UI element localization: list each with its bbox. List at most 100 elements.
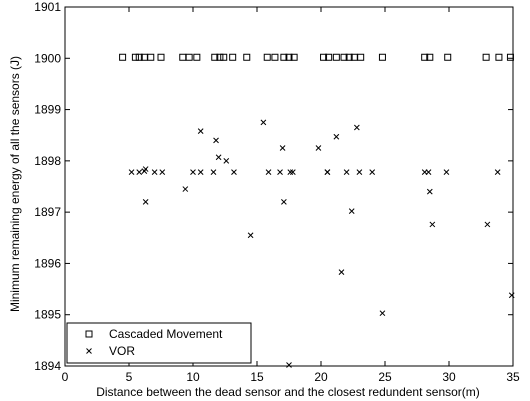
vor-point [429,221,436,228]
vor-point [142,199,149,205]
y-axis-label: Minimum remaining energy of all the sens… [8,56,22,312]
vor-point [213,137,219,144]
y-tick-label: 1894 [34,359,61,373]
vor-point [443,169,450,175]
vor-point [265,169,272,175]
tick-labels: 0 5 10 15 20 25 30 35 1894 1895 1896 1897 1898 1899 19… [34,0,520,384]
cascaded-movement-point [320,53,328,61]
cascaded-movement-point [119,53,127,61]
y-tick-label: 1895 [34,308,61,322]
x-tick-label: 35 [506,370,520,384]
legend-label-cascaded-movement: Cascaded Movement [109,327,223,341]
vor-point [353,124,360,131]
cascaded-movement-point [216,53,224,61]
vor-point [289,169,296,175]
vor-point [286,362,292,368]
cascaded-movement-point [263,53,271,61]
x-tick-label: 20 [314,370,328,384]
plot-frame [64,6,514,367]
vor-point [247,232,254,239]
cascaded-movement-point [325,53,333,61]
cascaded-movement-point [482,53,490,61]
legend: Cascaded Movement VOR [66,322,252,364]
legend-marker-cascaded-movement [85,330,93,338]
vor-point [338,269,345,276]
cascaded-movement-point [135,53,143,61]
vor-point [343,169,350,175]
vor-point [136,169,143,175]
vor-point [315,145,322,151]
cascaded-movement-point [345,53,353,61]
cascaded-movement-point [444,53,452,61]
vor-point [231,169,237,175]
x-axis-label: Distance between the dead sensor and the… [96,385,480,399]
cascaded-movement-point [193,53,201,61]
vor-point [182,186,189,192]
y-tick-label: 1897 [34,205,61,219]
cascaded-movement-point [426,53,434,61]
cascaded-movement-point [220,53,228,61]
vor-point [356,169,363,175]
vor-point [159,169,166,175]
cascaded-movement-point [340,53,348,61]
y-tick-label: 1900 [34,51,61,65]
vor-point [426,188,433,195]
x-tick-label: 30 [442,370,456,384]
cascaded-movement-point [285,53,293,61]
cascaded-movement-point [229,53,237,61]
x-tick-label: 5 [126,370,133,384]
cascaded-movement-point [290,53,298,61]
vor-point [142,166,149,172]
cascaded-movement-point [357,53,365,61]
vor-point [151,169,158,175]
vor-point [190,169,196,175]
cascaded-movement-point [211,53,219,61]
y-tick-label: 1901 [34,0,61,14]
x-tick-label: 10 [186,370,200,384]
vor-point [215,154,222,161]
vor-point [279,145,286,151]
vor-point [494,169,501,175]
axes [64,6,514,367]
cascaded-movement-point [131,53,139,61]
vor-point [281,199,287,205]
vor-point [333,133,340,140]
vor-point [210,169,217,175]
y-tick-label: 1896 [34,256,61,270]
legend-marker-vor [86,348,92,354]
vor-point [128,169,135,175]
vor-point [484,221,491,228]
y-tick-label: 1899 [34,103,61,117]
cascaded-movement-point [179,53,187,61]
x-tick-label: 15 [250,370,264,384]
cascaded-movement-point [332,53,340,61]
vor-point [223,158,230,164]
data-marks [119,53,515,368]
vor-point [287,169,294,175]
vor-point [369,169,376,175]
cascaded-movement-point [378,53,386,61]
cascaded-movement-point [271,53,279,61]
cascaded-movement-point [147,53,155,61]
cascaded-movement-point [421,53,429,61]
vor-point [197,128,204,134]
x-tick-label: 0 [62,370,69,384]
cascaded-movement-point [495,53,503,61]
vor-point [348,208,355,214]
legend-label-vor: VOR [109,344,135,358]
cascaded-movement-point [280,53,288,61]
y-tick-label: 1898 [34,154,61,168]
vor-point [260,119,267,126]
cascaded-movement-point [185,53,193,61]
vor-point [197,169,204,175]
vor-point [324,169,331,175]
legend-box [66,322,252,364]
legend-square-icon [85,330,93,338]
vor-point [277,169,283,175]
vor-point [425,169,432,175]
cascaded-movement-point [157,53,165,61]
cascaded-movement-point [243,53,251,61]
x-tick-label: 25 [378,370,392,384]
legend-x-icon [86,348,92,354]
